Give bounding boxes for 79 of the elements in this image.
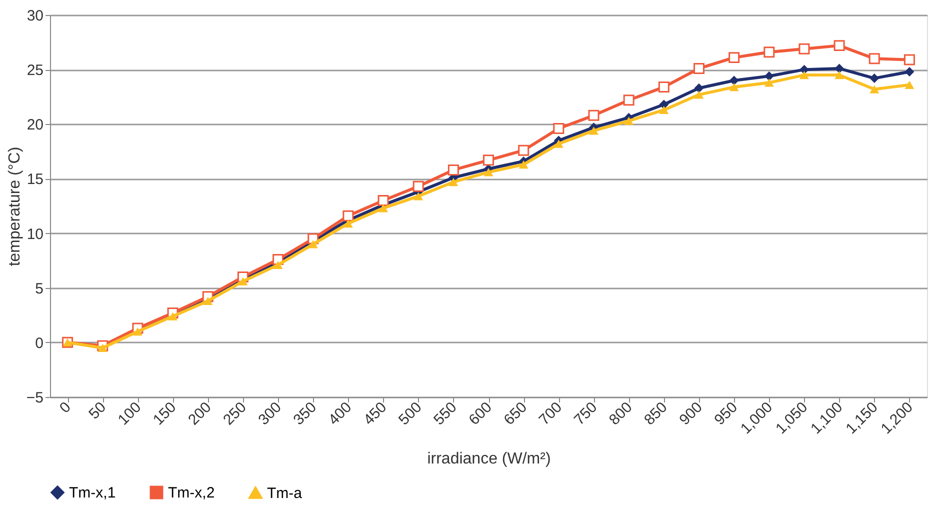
x-tick-label: 250 bbox=[220, 398, 250, 429]
point bbox=[729, 76, 739, 86]
x-tick-label: 550 bbox=[430, 398, 460, 429]
point bbox=[238, 277, 248, 286]
x-tick-label: 650 bbox=[500, 398, 530, 429]
point bbox=[658, 82, 670, 93]
x-axis-title: irradiance (W/m²) bbox=[427, 450, 551, 468]
x-tick-label: 300 bbox=[255, 398, 285, 429]
point bbox=[834, 64, 844, 74]
legend-label: Tm-x,1 bbox=[69, 484, 116, 502]
x-tick-label: 850 bbox=[641, 398, 671, 429]
point bbox=[693, 62, 704, 74]
point bbox=[694, 90, 704, 99]
point bbox=[764, 78, 774, 87]
point bbox=[518, 144, 530, 156]
x-tick-label: 800 bbox=[606, 398, 636, 429]
x-tick-label: 900 bbox=[676, 398, 706, 429]
point bbox=[904, 67, 914, 76]
point bbox=[414, 192, 424, 200]
y-tick-label: 30 bbox=[26, 8, 44, 24]
point bbox=[273, 260, 283, 270]
point bbox=[870, 74, 880, 84]
point bbox=[342, 210, 354, 222]
point bbox=[729, 82, 739, 92]
point bbox=[588, 126, 598, 135]
point bbox=[448, 178, 458, 186]
x-tick-label: 950 bbox=[711, 398, 741, 429]
point bbox=[659, 100, 669, 110]
point bbox=[904, 54, 915, 66]
x-tick-label: 200 bbox=[185, 398, 215, 429]
point bbox=[659, 106, 669, 114]
legend-label: Tm-a bbox=[267, 484, 303, 502]
x-tick-label: 750 bbox=[570, 398, 601, 429]
legend-label: Tm-x,2 bbox=[168, 484, 215, 502]
point bbox=[588, 110, 600, 121]
point bbox=[834, 40, 845, 52]
point bbox=[694, 83, 704, 93]
point bbox=[554, 140, 564, 148]
x-tick-label: 450 bbox=[360, 398, 390, 429]
x-tick-label: 350 bbox=[290, 398, 320, 429]
point bbox=[308, 240, 318, 248]
x-tick-label: 500 bbox=[395, 398, 426, 429]
point bbox=[518, 160, 528, 169]
y-tick-label: 10 bbox=[26, 226, 44, 243]
point bbox=[98, 344, 108, 352]
y-tick-label: 15 bbox=[26, 171, 44, 188]
point bbox=[203, 296, 213, 306]
point bbox=[764, 46, 775, 58]
point bbox=[870, 85, 880, 94]
point bbox=[904, 80, 914, 89]
point bbox=[834, 70, 844, 80]
point bbox=[483, 154, 494, 166]
point bbox=[448, 164, 459, 176]
point bbox=[798, 43, 810, 54]
x-tick-label: 50 bbox=[86, 398, 110, 423]
x-tick-label: 0 bbox=[56, 398, 74, 417]
x-tick-label: 400 bbox=[325, 398, 356, 429]
point bbox=[378, 204, 388, 212]
point bbox=[764, 71, 774, 81]
y-tick-label: −5 bbox=[26, 390, 44, 406]
y-tick-label: 0 bbox=[35, 334, 44, 352]
y-tick-label: 5 bbox=[35, 280, 44, 298]
point bbox=[343, 219, 353, 228]
point bbox=[412, 180, 424, 192]
point bbox=[378, 195, 389, 206]
y-tick-label: 25 bbox=[26, 62, 44, 80]
x-tick-label: 700 bbox=[536, 398, 566, 429]
y-axis-title: temperature (°C) bbox=[6, 146, 24, 266]
point bbox=[484, 168, 494, 176]
x-tick-label: 100 bbox=[114, 398, 145, 429]
x-tick-label: 150 bbox=[150, 398, 180, 429]
x-tick-label: 600 bbox=[466, 398, 496, 429]
point bbox=[623, 94, 634, 106]
point bbox=[868, 53, 880, 64]
point bbox=[799, 70, 809, 80]
y-tick-label: 20 bbox=[26, 116, 44, 134]
point bbox=[728, 52, 740, 64]
point bbox=[624, 116, 634, 125]
point bbox=[553, 123, 564, 134]
